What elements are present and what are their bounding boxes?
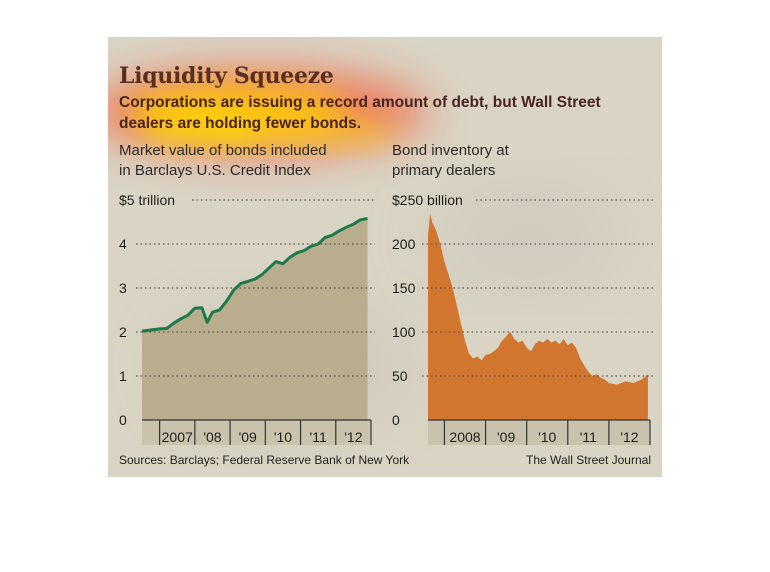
x-tick-label-'11: '11 bbox=[310, 429, 327, 445]
y-tick-label-200: 200 bbox=[392, 236, 416, 252]
y-tick-label-1: 1 bbox=[119, 368, 127, 384]
dealer-inventory-chart: $250 billion 200 150 100 50 0 2008 '09 '10 '11 '12 bbox=[392, 192, 654, 445]
x-tick-label-2007: 2007 bbox=[162, 429, 193, 445]
credit-index-chart: $5 trillion 4 3 2 1 0 2007 '08 '09 '10 '11 '12 bbox=[119, 192, 375, 445]
x-tick-label-'09: '09 bbox=[497, 429, 515, 445]
chart-card: Liquidity Squeeze Corporations are issui… bbox=[108, 37, 662, 477]
publisher-credit: The Wall Street Journal bbox=[526, 453, 651, 467]
x-tick-label-'10: '10 bbox=[274, 429, 292, 445]
graphic-title: Liquidity Squeeze bbox=[119, 63, 334, 89]
x-axis-band bbox=[428, 420, 650, 445]
source-note: Sources: Barclays; Federal Reserve Bank … bbox=[119, 453, 410, 467]
ymax-label: $250 billion bbox=[392, 192, 463, 208]
x-tick-label-'08: '08 bbox=[203, 429, 221, 445]
series-line bbox=[141, 217, 368, 333]
x-tick-label-'09: '09 bbox=[239, 429, 257, 445]
y-tick-label-3: 3 bbox=[119, 280, 127, 296]
x-tick-label-2008: 2008 bbox=[449, 429, 480, 445]
ymax-label: $5 trillion bbox=[119, 192, 175, 208]
x-tick-label-'12: '12 bbox=[620, 429, 638, 445]
series-area bbox=[142, 218, 368, 420]
x-tick-label-'11: '11 bbox=[580, 429, 597, 445]
y-tick-label-0: 0 bbox=[392, 412, 400, 428]
y-tick-label-150: 150 bbox=[392, 280, 416, 296]
right-chart-title-line-1: Bond inventory at bbox=[392, 142, 509, 159]
y-tick-label-100: 100 bbox=[392, 324, 416, 340]
series-area bbox=[428, 213, 648, 420]
x-tick-label-'12: '12 bbox=[344, 429, 362, 445]
y-tick-label-4: 4 bbox=[119, 236, 127, 252]
y-tick-label-50: 50 bbox=[392, 368, 408, 384]
left-chart-title-line-1: Market value of bonds included bbox=[119, 142, 327, 159]
subtitle-line-1: Corporations are issuing a record amount… bbox=[119, 94, 601, 111]
x-tick-label-'10: '10 bbox=[538, 429, 556, 445]
y-tick-label-2: 2 bbox=[119, 324, 127, 340]
y-tick-label-0: 0 bbox=[119, 412, 127, 428]
x-axis-band bbox=[142, 420, 371, 445]
subtitle-line-2: dealers are holding fewer bonds. bbox=[119, 115, 362, 132]
right-chart-title-line-2: primary dealers bbox=[392, 162, 496, 179]
left-chart-title-line-2: in Barclays U.S. Credit Index bbox=[119, 162, 311, 179]
